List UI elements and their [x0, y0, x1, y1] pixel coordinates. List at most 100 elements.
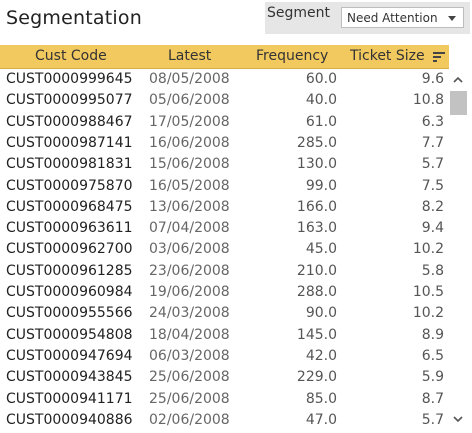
- latest-cell: 13/06/2008: [149, 198, 230, 215]
- column-header-frequency[interactable]: Frequency: [256, 48, 329, 64]
- ticket-size-cell: 7.7: [421, 134, 444, 151]
- segment-dropdown[interactable]: Need Attention: [341, 7, 464, 28]
- latest-cell: 18/04/2008: [149, 326, 230, 343]
- latest-cell: 15/06/2008: [149, 156, 230, 173]
- column-header-ticket-size[interactable]: Ticket Size: [350, 48, 425, 64]
- table-row[interactable]: CUST0000975870 16/05/2008 99.0 7.5: [0, 176, 449, 197]
- latest-cell: 25/06/2008: [149, 369, 230, 386]
- frequency-cell: 163.0: [296, 220, 337, 237]
- table-row[interactable]: CUST0000955566 24/03/2008 90.0 10.2: [0, 303, 449, 324]
- cust-code-cell: CUST0000995077: [6, 92, 133, 109]
- latest-cell: 16/06/2008: [149, 134, 230, 151]
- cust-code-cell: CUST0000943845: [6, 369, 133, 386]
- frequency-cell: 61.0: [305, 113, 337, 130]
- latest-cell: 02/06/2008: [149, 411, 230, 428]
- ticket-size-cell: 9.6: [421, 71, 444, 87]
- frequency-cell: 90.0: [305, 305, 337, 322]
- cust-code-cell: CUST0000999645: [6, 71, 133, 87]
- latest-cell: 06/03/2008: [149, 347, 230, 364]
- ticket-size-cell: 10.2: [412, 241, 444, 258]
- latest-cell: 23/06/2008: [149, 262, 230, 279]
- ticket-size-cell: 7.5: [421, 177, 444, 194]
- latest-cell: 24/03/2008: [149, 305, 230, 322]
- latest-cell: 03/06/2008: [149, 241, 230, 258]
- ticket-size-cell: 8.9: [421, 326, 444, 343]
- cust-code-cell: CUST0000954808: [6, 326, 133, 343]
- table-row[interactable]: CUST0000987141 16/06/2008 285.0 7.7: [0, 133, 449, 154]
- frequency-cell: 229.0: [296, 369, 337, 386]
- cust-code-cell: CUST0000940886: [6, 411, 133, 428]
- ticket-size-cell: 10.2: [412, 305, 444, 322]
- frequency-cell: 85.0: [305, 390, 337, 407]
- column-header-latest[interactable]: Latest: [168, 48, 212, 64]
- ticket-size-cell: 5.8: [421, 262, 444, 279]
- table-row[interactable]: CUST0000954808 18/04/2008 145.0 8.9: [0, 325, 449, 346]
- chevron-up-icon[interactable]: [453, 75, 463, 85]
- table-row[interactable]: CUST0000961285 23/06/2008 210.0 5.8: [0, 261, 449, 282]
- cust-code-cell: CUST0000962700: [6, 241, 133, 258]
- frequency-cell: 99.0: [305, 177, 337, 194]
- latest-cell: 05/06/2008: [149, 92, 230, 109]
- frequency-cell: 210.0: [296, 262, 337, 279]
- frequency-cell: 130.0: [296, 156, 337, 173]
- cust-code-cell: CUST0000988467: [6, 113, 133, 130]
- table-row[interactable]: CUST0000960984 19/06/2008 288.0 10.5: [0, 282, 449, 303]
- latest-cell: 17/05/2008: [149, 113, 230, 130]
- frequency-cell: 60.0: [305, 71, 337, 87]
- cust-code-cell: CUST0000960984: [6, 284, 133, 300]
- frequency-cell: 166.0: [296, 198, 337, 215]
- ticket-size-cell: 6.3: [421, 113, 444, 130]
- cust-code-cell: CUST0000975870: [6, 177, 133, 194]
- segment-dropdown-value: Need Attention: [347, 11, 438, 25]
- cust-code-cell: CUST0000941171: [6, 390, 133, 407]
- cust-code-cell: CUST0000987141: [6, 134, 133, 151]
- frequency-cell: 285.0: [296, 134, 337, 151]
- ticket-size-cell: 10.8: [412, 92, 444, 109]
- ticket-size-cell: 5.9: [421, 369, 444, 386]
- cust-code-cell: CUST0000961285: [6, 262, 133, 279]
- ticket-size-cell: 8.7: [421, 390, 444, 407]
- ticket-size-cell: 5.7: [421, 411, 444, 428]
- chevron-down-icon[interactable]: [453, 414, 463, 424]
- table-row[interactable]: CUST0000988467 17/05/2008 61.0 6.3: [0, 112, 449, 133]
- segment-filter-label: Segment: [267, 5, 330, 21]
- cust-code-cell: CUST0000955566: [6, 305, 133, 322]
- frequency-cell: 40.0: [305, 92, 337, 109]
- ticket-size-cell: 9.4: [421, 220, 444, 237]
- frequency-cell: 145.0: [296, 326, 337, 343]
- table-row[interactable]: CUST0000981831 15/06/2008 130.0 5.7: [0, 154, 449, 175]
- cust-code-cell: CUST0000963611: [6, 220, 133, 237]
- frequency-cell: 45.0: [305, 241, 337, 258]
- scrollbar-thumb[interactable]: [450, 91, 467, 115]
- latest-cell: 25/06/2008: [149, 390, 230, 407]
- table-row[interactable]: CUST0000947694 06/03/2008 42.0 6.5: [0, 346, 449, 367]
- table-row[interactable]: CUST0000968475 13/06/2008 166.0 8.2: [0, 197, 449, 218]
- vertical-scrollbar[interactable]: [450, 69, 467, 431]
- frequency-cell: 47.0: [305, 411, 337, 428]
- ticket-size-cell: 6.5: [421, 347, 444, 364]
- latest-cell: 07/04/2008: [149, 220, 230, 237]
- latest-cell: 08/05/2008: [149, 71, 230, 87]
- frequency-cell: 42.0: [305, 347, 337, 364]
- cust-code-cell: CUST0000947694: [6, 347, 133, 364]
- table-row[interactable]: CUST0000995077 05/06/2008 40.0 10.8: [0, 90, 449, 111]
- cust-code-cell: CUST0000981831: [6, 156, 133, 173]
- sort-descending-icon[interactable]: [433, 52, 445, 62]
- table-row[interactable]: CUST0000962700 03/06/2008 45.0 10.2: [0, 239, 449, 260]
- table-row[interactable]: CUST0000940886 02/06/2008 47.0 5.7: [0, 410, 449, 431]
- title-area: Segmentation: [0, 0, 262, 40]
- latest-cell: 16/05/2008: [149, 177, 230, 194]
- table-header: Cust Code Latest Frequency Ticket Size: [0, 45, 449, 69]
- table-body: CUST0000999645 08/05/2008 60.0 9.6 CUST00009…: [0, 69, 449, 431]
- segment-filter: Segment Need Attention: [265, 2, 470, 34]
- chevron-down-icon: [448, 16, 456, 21]
- table-row[interactable]: CUST0000943845 25/06/2008 229.0 5.9: [0, 367, 449, 388]
- table-row[interactable]: CUST0000941171 25/06/2008 85.0 8.7: [0, 389, 449, 410]
- column-header-cust-code[interactable]: Cust Code: [35, 48, 107, 64]
- ticket-size-cell: 5.7: [421, 156, 444, 173]
- table-row[interactable]: CUST0000999645 08/05/2008 60.0 9.6: [0, 69, 449, 90]
- table-row[interactable]: CUST0000963611 07/04/2008 163.0 9.4: [0, 218, 449, 239]
- page-title: Segmentation: [6, 7, 142, 29]
- latest-cell: 19/06/2008: [149, 284, 230, 300]
- ticket-size-cell: 8.2: [421, 198, 444, 215]
